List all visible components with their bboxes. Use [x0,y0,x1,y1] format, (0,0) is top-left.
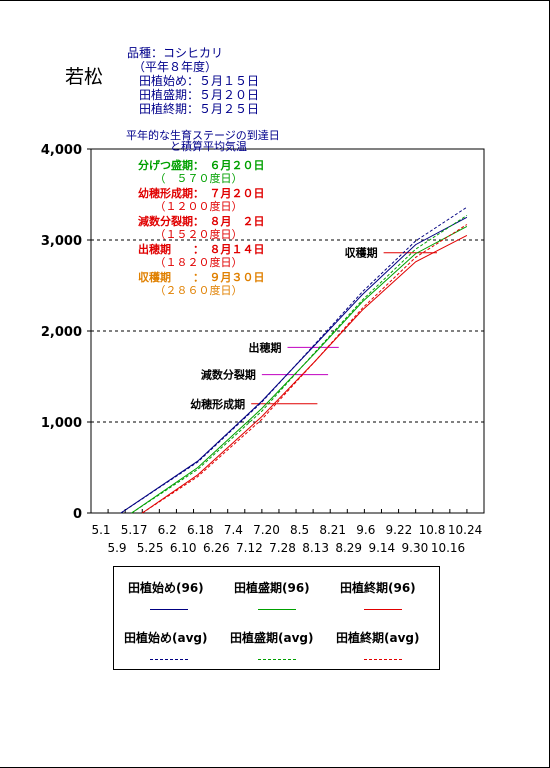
stage-heading-sub: （１８２０度日） [138,256,243,269]
y-tick-label: 2,000 [41,325,82,340]
x-tick-label-top: 7.4 [224,523,243,537]
x-tick-label-top: 9.22 [386,523,413,537]
legend-swatch [258,659,296,660]
y-tick-label: 1,000 [41,416,82,431]
location-title: 若松 [65,66,104,88]
stage-tillering-sub: （ ５７０度日） [138,172,243,185]
x-tick-label-bottom: 9.30 [402,541,429,555]
stage-heading-label: 出穂期 ： ８月１４日 [138,243,265,256]
subtitle-line-2: と積算平均気温 [126,140,247,153]
series-line [120,206,468,514]
series-line [142,224,468,514]
y-tick-label: 3,000 [41,234,82,249]
stage-mark-label: 幼穂形成期 [190,397,245,411]
legend-swatch [364,659,402,660]
x-tick-label-top: 7.20 [253,523,280,537]
x-tick-label-bottom: 8.29 [335,541,362,555]
x-tick-label-top: 5.1 [91,523,110,537]
stage-heading: 出穂期 ： ８月１４日 （１８２０度日） [138,243,265,269]
x-tick-label-bottom: 10.16 [431,541,465,555]
x-tick-label-bottom: 8.13 [302,541,329,555]
x-tick-label-bottom: 9.14 [368,541,395,555]
stage-panicle-sub: （１２００度日） [138,200,243,213]
subtitle: 平年的な生育ステージの到達日 と積算平均気温 [126,130,280,152]
x-tick-label-top: 8.5 [290,523,309,537]
x-tick-label-bottom: 6.10 [170,541,197,555]
legend-swatch [150,659,188,660]
info-block: 品種：コシヒカリ （平年８年度） 田植始め：５月１５日 田植盛期：５月２０日 田… [127,46,259,116]
info-start: 田植始め：５月１５日 [127,74,260,88]
x-tick-label-top: 10.24 [448,523,482,537]
stage-mark-label: 減数分裂期 [201,368,256,382]
y-tick-label: 4,000 [41,143,82,158]
series-line [131,225,468,514]
stage-meiosis-sub: （１５２０度日） [138,228,243,241]
stage-harvest-sub: （２８６０度日） [138,284,243,297]
x-tick-label-top: 6.18 [187,523,214,537]
legend-label: 田植終期(96) [340,581,416,595]
stage-mark-label: 収穫期 [345,246,378,260]
stage-harvest: 収穫期 ： ９月３０日 （２８６０度日） [138,271,265,297]
x-tick-label-top: 5.17 [121,523,148,537]
subtitle-line-1: 平年的な生育ステージの到達日 [126,129,280,142]
legend-swatch [150,609,188,610]
stage-harvest-label: 収穫期 ： ９月３０日 [138,271,265,284]
frame-top [0,0,550,1]
info-end: 田植終期：５月２５日 [127,102,260,116]
stage-meiosis: 減数分裂期： ８月 ２日 （１５２０度日） [138,215,265,241]
series-line [120,216,468,514]
info-variety: 品種：コシヒカリ [127,46,224,60]
legend-label: 田植終期(avg) [336,631,420,645]
info-peak: 田植盛期：５月２０日 [127,88,260,102]
legend: 田植始め(96) 田植盛期(96) 田植終期(96) 田植始め(avg) 田植盛期(av… [113,566,440,670]
x-tick-label-bottom: 7.12 [236,541,263,555]
legend-swatch [258,609,296,610]
x-tick-label-top: 6.2 [158,523,177,537]
stage-tillering: 分げつ盛期： ６月２０日 （ ５７０度日） [138,159,265,185]
series-line [131,214,468,514]
legend-swatch [364,609,402,610]
legend-label: 田植始め(avg) [124,631,208,645]
stage-meiosis-label: 減数分裂期： ８月 ２日 [138,215,265,228]
legend-label: 田植始め(96) [128,581,204,595]
legend-label: 田植盛期(96) [234,581,310,595]
stage-mark-label: 出穂期 [249,340,282,354]
x-tick-label-bottom: 7.28 [269,541,296,555]
x-tick-label-bottom: 5.25 [137,541,164,555]
x-tick-label-bottom: 5.9 [107,541,126,555]
legend-label: 田植盛期(avg) [230,631,314,645]
x-tick-label-top: 10.8 [419,523,446,537]
x-tick-label-bottom: 6.26 [203,541,230,555]
stage-panicle-label: 幼穂形成期： ７月２０日 [138,187,265,200]
stage-tillering-label: 分げつ盛期： ６月２０日 [138,159,265,172]
x-tick-label-top: 9.6 [356,523,375,537]
info-year: （平年８年度） [127,60,218,74]
y-tick-label: 0 [73,507,82,522]
x-tick-label-top: 8.21 [319,523,346,537]
stage-panicle: 幼穂形成期： ７月２０日 （１２００度日） [138,187,265,213]
